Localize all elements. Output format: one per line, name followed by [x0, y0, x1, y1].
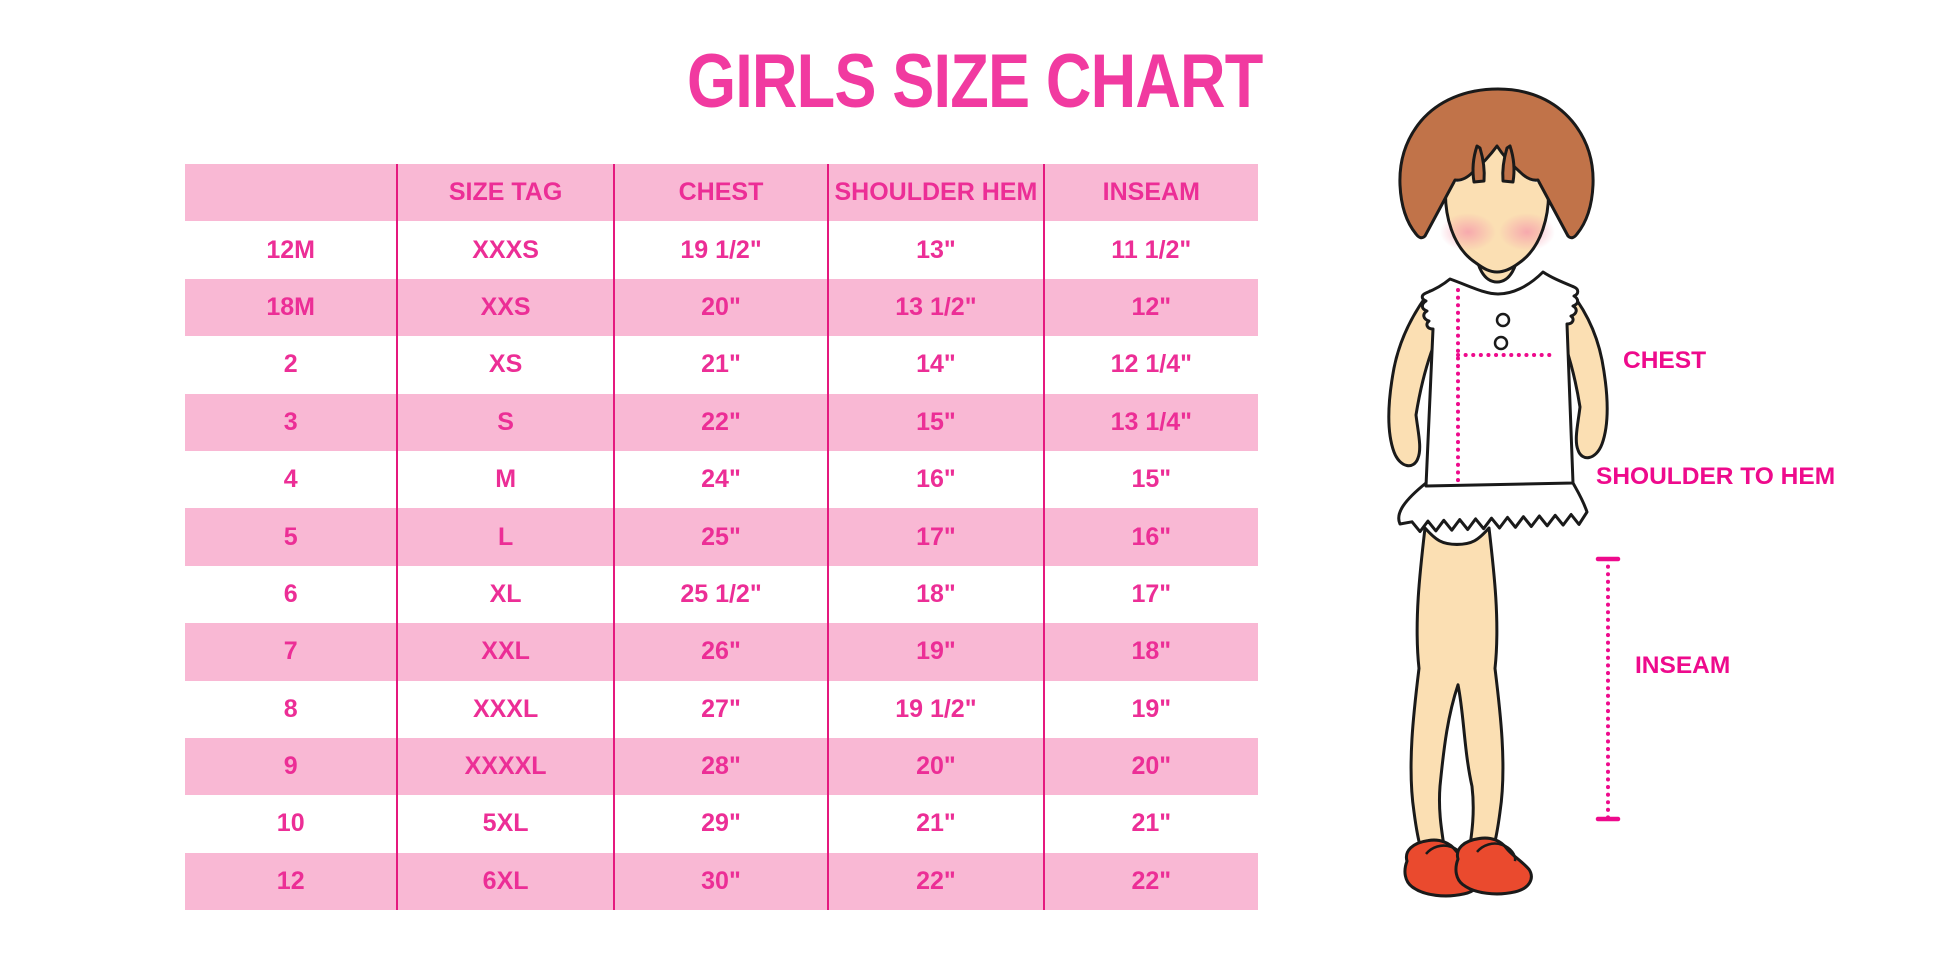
svg-text:INSEAM: INSEAM — [1635, 652, 1730, 679]
svg-text:SHOULDER TO HEM: SHOULDER TO HEM — [1596, 463, 1835, 490]
svg-text:CHEST: CHEST — [1623, 347, 1706, 374]
